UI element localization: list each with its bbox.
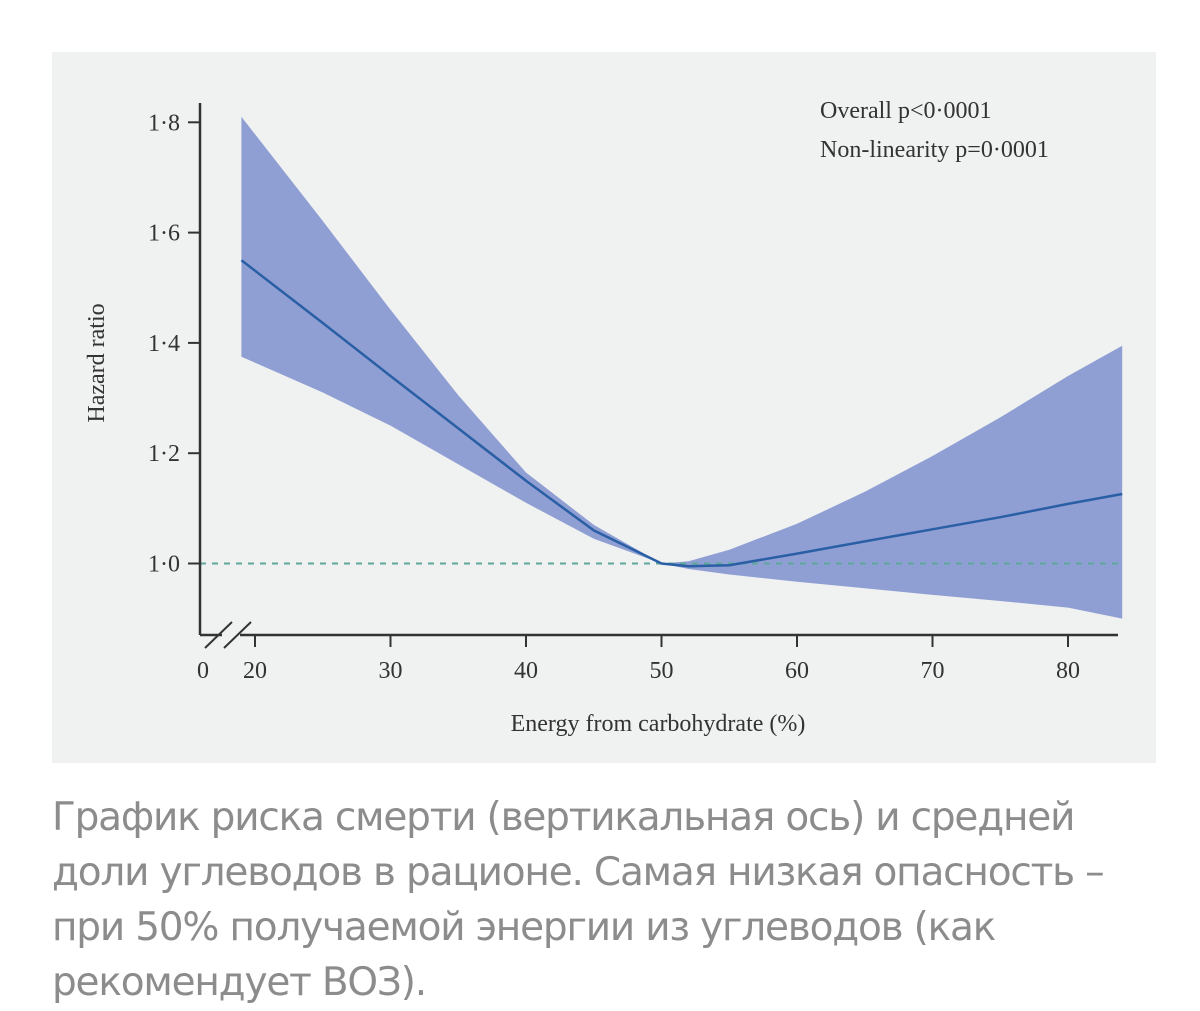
- axis-break-mark: [204, 621, 233, 649]
- axes-layer: [198, 103, 1118, 649]
- overall-p-annotation: Overall p<0·0001: [820, 98, 992, 124]
- x-tick-label: 50: [650, 658, 674, 684]
- figure-caption: График риска смерти (вертикальная ось) и…: [52, 795, 1105, 1005]
- hazard-ratio-line: [240, 259, 1123, 568]
- ticks-layer: 1·0 1·2 1·4 1·6 1·8 0 20 30 40 50 60 70 80: [148, 110, 1080, 684]
- hazard-ratio-chart: 1·0 1·2 1·4 1·6 1·8 0 20 30 40 50 60 70 80 Energy fr…: [84, 98, 1123, 737]
- chart-panel: 1·0 1·2 1·4 1·6 1·8 0 20 30 40 50 60 70 80 Energy fr…: [52, 52, 1156, 763]
- y-tick-label: 1·4: [148, 331, 180, 357]
- x-tick-label: 0: [197, 658, 209, 684]
- x-tick-label: 30: [379, 658, 403, 684]
- y-tick-label: 1·0: [148, 552, 180, 578]
- non-linearity-p-annotation: Non-linearity p=0·0001: [820, 137, 1049, 163]
- axis-break-mark: [223, 621, 252, 649]
- x-tick-label: 40: [514, 658, 538, 684]
- confidence-band-layer: [241, 116, 1123, 619]
- y-axis-title: Hazard ratio: [84, 303, 110, 422]
- x-tick-label: 70: [921, 658, 945, 684]
- y-tick-label: 1·6: [148, 221, 180, 247]
- x-tick-label: 20: [243, 658, 267, 684]
- confidence-band: [241, 116, 1123, 619]
- y-tick-label: 1·8: [148, 110, 180, 136]
- x-axis-title: Energy from carbohydrate (%): [511, 711, 806, 737]
- x-tick-label: 60: [785, 658, 809, 684]
- x-tick-label: 80: [1056, 658, 1080, 684]
- y-tick-label: 1·2: [148, 441, 180, 467]
- hazard-line-layer: [240, 259, 1123, 568]
